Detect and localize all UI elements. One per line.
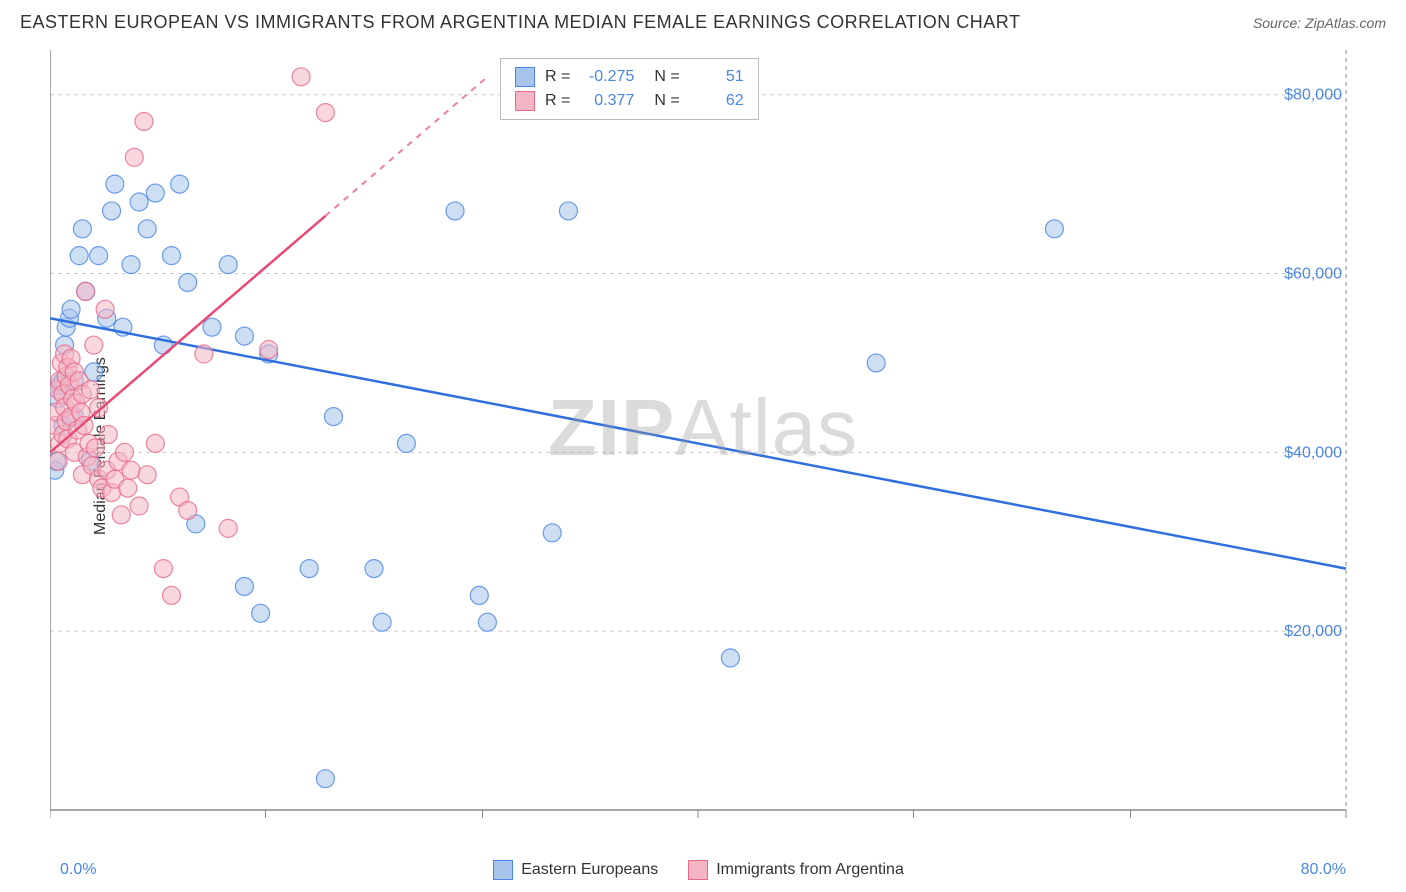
corr-row: R =-0.275N =51 [515, 65, 744, 89]
chart-title: EASTERN EUROPEAN VS IMMIGRANTS FROM ARGE… [20, 12, 1020, 33]
legend-label: Eastern Europeans [521, 861, 658, 879]
legend-swatch-pink [688, 860, 708, 880]
correlation-legend: R =-0.275N =51R =0.377N =62 [500, 58, 759, 120]
source-label: Source: ZipAtlas.com [1253, 15, 1386, 31]
svg-text:$20,000: $20,000 [1284, 623, 1342, 640]
x-axis-max: 80.0% [1301, 861, 1346, 879]
legend-item-eastern: Eastern Europeans [493, 860, 658, 880]
legend-item-argentina: Immigrants from Argentina [688, 860, 904, 880]
corr-row: R =0.377N =62 [515, 89, 744, 113]
legend-swatch-blue [493, 860, 513, 880]
scatter-chart: $20,000 $40,000 $60,000 $80,000 [50, 50, 1386, 832]
chart-area: $20,000 $40,000 $60,000 $80,000 [50, 50, 1386, 832]
legend-label: Immigrants from Argentina [716, 861, 904, 879]
x-axis-min: 0.0% [60, 861, 96, 879]
corr-swatch [515, 67, 535, 87]
svg-text:$40,000: $40,000 [1284, 444, 1342, 461]
svg-text:$80,000: $80,000 [1284, 87, 1342, 104]
corr-swatch [515, 91, 535, 111]
bottom-legend: 0.0% Eastern Europeans Immigrants from A… [0, 860, 1406, 880]
svg-text:$60,000: $60,000 [1284, 266, 1342, 283]
